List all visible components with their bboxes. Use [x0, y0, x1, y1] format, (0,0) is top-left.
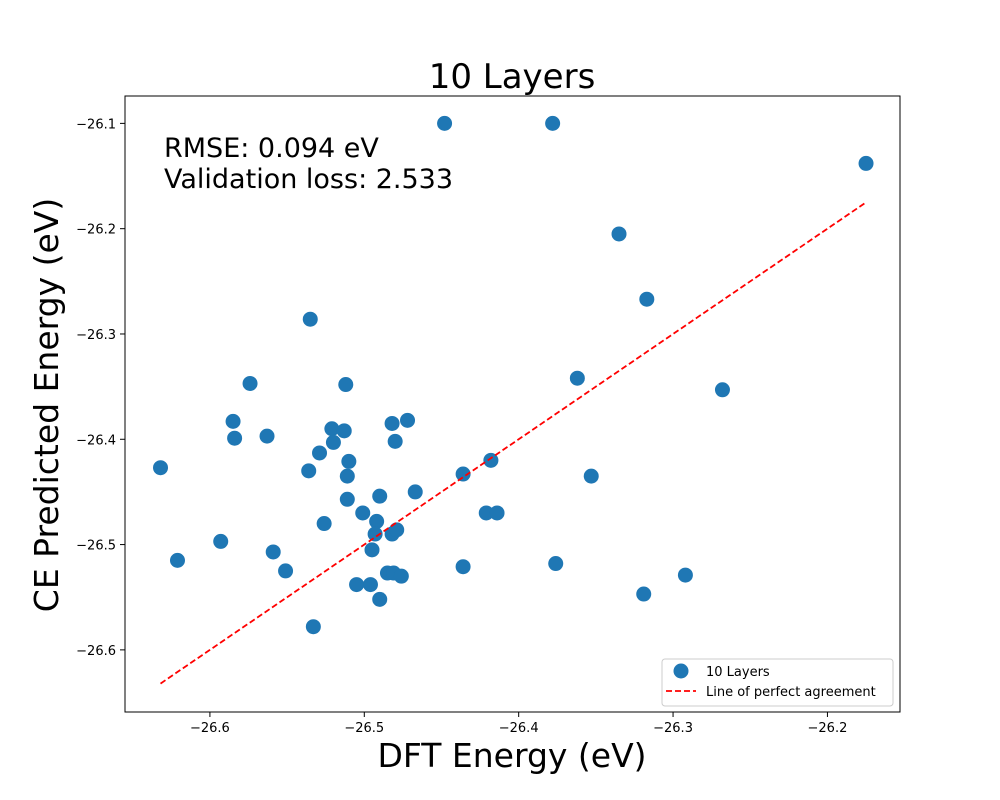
data-point-26	[483, 452, 499, 468]
data-point-13	[153, 460, 169, 476]
data-point-53	[305, 619, 321, 635]
y-axis-title: CE Predicted Energy (eV)	[27, 198, 66, 612]
data-point-45	[393, 568, 409, 584]
data-point-1	[545, 115, 561, 131]
y-axis: −26.6 −26.5 −26.4 −26.3 −26.2 −26.1	[76, 117, 125, 659]
data-layer	[153, 115, 874, 685]
data-point-15	[312, 445, 328, 461]
data-point-9	[714, 382, 730, 398]
data-point-7	[338, 377, 354, 393]
data-point-27	[583, 468, 599, 484]
data-point-52	[636, 586, 652, 602]
y-tick-label-0: −26.6	[76, 644, 116, 659]
data-point-35	[367, 526, 383, 542]
data-point-21	[339, 491, 355, 507]
data-point-6	[242, 375, 258, 391]
data-point-46	[349, 577, 365, 593]
data-point-41	[265, 544, 281, 560]
data-point-8	[569, 370, 585, 386]
data-point-34	[316, 516, 332, 532]
data-point-2	[858, 155, 874, 171]
data-point-4	[639, 291, 655, 307]
legend: 10 Layers Line of perfect agreement	[661, 658, 894, 707]
legend-label-scatter: 10 Layers	[706, 665, 770, 680]
data-point-32	[478, 505, 494, 521]
data-point-22	[384, 415, 400, 431]
x-axis-title: DFT Energy (eV)	[377, 736, 646, 775]
data-point-20	[339, 468, 355, 484]
plot-area	[125, 96, 900, 712]
data-point-25	[455, 466, 471, 482]
y-tick-label-3: −26.3	[76, 328, 116, 343]
data-point-14	[301, 463, 317, 479]
data-point-37	[389, 522, 405, 538]
data-point-23	[400, 412, 416, 428]
data-point-51	[677, 567, 693, 583]
data-point-39	[213, 533, 229, 549]
x-tick-label-3: −26.3	[653, 721, 693, 736]
data-point-30	[355, 505, 371, 521]
data-point-42	[278, 563, 294, 579]
data-point-12	[259, 428, 275, 444]
data-point-48	[372, 591, 388, 607]
legend-box	[661, 658, 894, 707]
x-tick-label-1: −26.5	[344, 721, 384, 736]
data-point-40	[169, 552, 185, 568]
y-tick-label-4: −26.2	[76, 223, 116, 238]
y-tick-label-5: −26.1	[76, 117, 116, 132]
plot-frame	[124, 95, 901, 713]
data-point-31	[369, 513, 385, 529]
x-axis: −26.6 −26.5 −26.4 −26.3 −26.2	[190, 712, 847, 736]
data-point-5	[302, 311, 318, 327]
x-tick-label-2: −26.4	[499, 721, 539, 736]
legend-marker-scatter	[673, 663, 689, 679]
data-point-38	[364, 542, 380, 558]
data-point-11	[227, 430, 243, 446]
data-point-18	[336, 423, 352, 439]
data-point-49	[455, 559, 471, 575]
data-point-29	[372, 488, 388, 504]
data-point-17	[325, 434, 341, 450]
data-point-28	[407, 484, 423, 500]
data-point-47	[362, 577, 378, 593]
y-tick-label-2: −26.4	[76, 433, 116, 448]
data-point-10	[225, 413, 241, 429]
y-tick-label-1: −26.5	[76, 539, 116, 554]
data-point-3	[611, 226, 627, 242]
legend-label-line: Line of perfect agreement	[706, 685, 876, 700]
data-point-16	[324, 421, 340, 437]
perfect-agreement-line	[160, 201, 867, 685]
data-point-50	[548, 556, 564, 572]
data-point-19	[341, 453, 357, 469]
data-point-24	[387, 433, 403, 449]
x-tick-label-0: −26.6	[190, 721, 230, 736]
x-tick-label-4: −26.2	[808, 721, 848, 736]
data-point-0	[437, 115, 453, 131]
data-point-33	[489, 505, 505, 521]
plot-background	[125, 96, 900, 712]
chart-title: 10 Layers	[429, 57, 596, 97]
validation-loss-annotation: Validation loss: 2.533	[164, 164, 453, 195]
rmse-annotation: RMSE: 0.094 eV	[164, 133, 379, 164]
